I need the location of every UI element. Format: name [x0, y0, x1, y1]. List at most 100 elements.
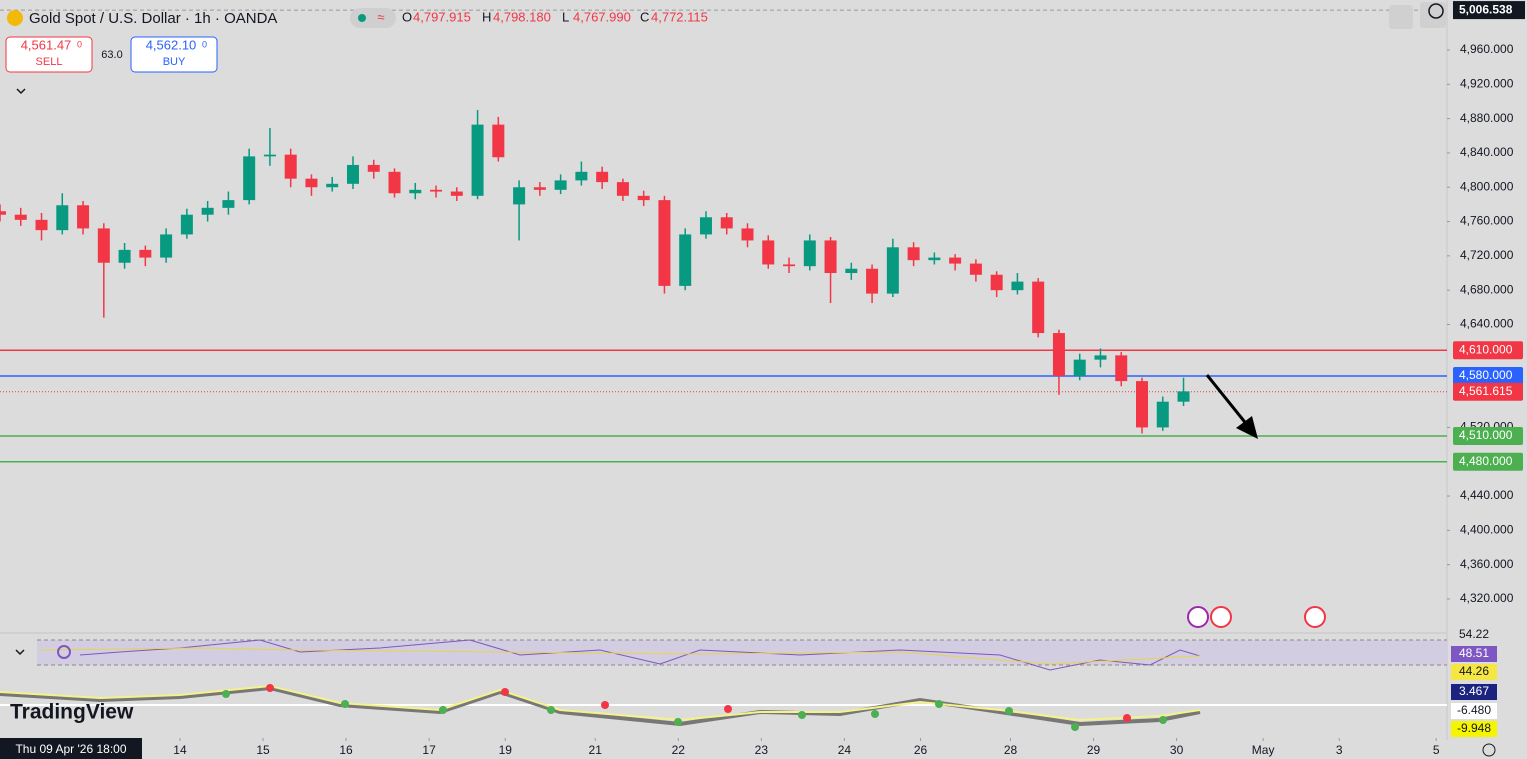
- level-label: 4,510.000: [1459, 428, 1513, 442]
- settings-icon[interactable]: [1482, 743, 1496, 757]
- ohlc-key: O: [402, 9, 412, 24]
- x-tick-label: 22: [672, 743, 686, 757]
- cursor-label-box: [0, 738, 142, 759]
- x-tick-label: 21: [589, 743, 603, 757]
- macd-dots: [222, 684, 1167, 731]
- candle-body: [243, 156, 256, 201]
- candle-body: [1011, 281, 1024, 291]
- ohlc-key: H: [482, 9, 491, 24]
- x-tick-label: 3: [1336, 743, 1343, 757]
- status-icon: ≈: [377, 9, 384, 24]
- arrow-head[interactable]: [1236, 416, 1258, 439]
- y-tick-label: 4,680.000: [1460, 282, 1514, 296]
- candle-body: [1136, 381, 1149, 428]
- candle-body: [305, 178, 318, 188]
- candle-body: [928, 257, 941, 261]
- candle-body: [824, 240, 837, 274]
- sell-price: 4,561.47: [21, 37, 72, 52]
- candle-body: [616, 182, 629, 196]
- x-tick-label: 24: [838, 743, 852, 757]
- rsi-label-box: [1451, 664, 1497, 680]
- candle-body: [471, 124, 484, 196]
- buy-label: BUY: [163, 56, 186, 68]
- candle-body: [1115, 355, 1128, 382]
- candle-body: [1094, 355, 1107, 360]
- event-icon[interactable]: [1187, 606, 1209, 628]
- candle-body: [367, 164, 380, 172]
- candle-body: [388, 171, 401, 194]
- rsi-label-box: [1451, 646, 1497, 662]
- y-tick-label: 4,440.000: [1460, 488, 1514, 502]
- candle-body: [949, 257, 962, 264]
- candle-body: [1073, 359, 1086, 376]
- candle-body: [845, 268, 858, 274]
- candle-body: [783, 264, 796, 267]
- candle-body: [118, 249, 131, 263]
- level-box: [1453, 341, 1523, 360]
- macd-label-box: [1451, 703, 1497, 719]
- buy-price: 4,562.10: [146, 37, 197, 52]
- add-icon: [1428, 3, 1444, 19]
- candle-body: [139, 249, 152, 258]
- top-price-label: 5,006.538: [1459, 2, 1513, 16]
- candle-body: [886, 247, 899, 294]
- last-price-box: [1453, 382, 1523, 401]
- candle-body: [513, 187, 526, 205]
- y-tick-label: 4,640.000: [1460, 317, 1514, 331]
- candle-body: [679, 234, 692, 286]
- macd-label: -9.948: [1457, 721, 1491, 735]
- candle-body: [533, 187, 546, 190]
- time-axis: [0, 740, 1527, 759]
- y-tick-label: 4,760.000: [1460, 214, 1514, 228]
- rsi-label: 48.51: [1459, 646, 1489, 660]
- arrow-shaft[interactable]: [1205, 374, 1250, 427]
- x-tick-label: 23: [755, 743, 769, 757]
- top-price-box: [1453, 1, 1525, 20]
- candle-body: [1156, 401, 1169, 428]
- level-box: [1453, 427, 1523, 446]
- x-tick-label: 26: [914, 743, 928, 757]
- candle-body: [907, 247, 920, 261]
- y-tick-label: 4,720.000: [1460, 248, 1514, 262]
- x-tick-label: 17: [422, 743, 436, 757]
- expand-icon[interactable]: [16, 88, 26, 95]
- candle-body: [699, 217, 712, 235]
- level-label: 4,480.000: [1459, 454, 1513, 468]
- candle-body: [430, 189, 443, 192]
- buy-button[interactable]: [130, 36, 218, 73]
- symbol-title[interactable]: Gold Spot / U.S. Dollar · 1h · OANDA: [29, 10, 277, 27]
- status-pill[interactable]: [350, 8, 396, 28]
- add-button[interactable]: [1420, 2, 1446, 28]
- price-pane: 4,320.0004,360.0004,400.0004,440.0004,52…: [0, 0, 1527, 740]
- level-label: 4,580.000: [1459, 368, 1513, 382]
- macd-label: -6.480: [1457, 703, 1491, 717]
- scroll-button[interactable]: [1389, 5, 1413, 29]
- y-tick-label: 4,840.000: [1460, 145, 1514, 159]
- ohlc-legend: O 4,797.915 H 4,798.180 L 4,767.990 C 4,772.115: [402, 9, 708, 24]
- macd-label: 3.467: [1459, 684, 1489, 698]
- event-icon[interactable]: [1304, 606, 1326, 628]
- buy-price-sup: 0: [202, 39, 207, 49]
- candle-body: [0, 211, 6, 215]
- candle-body: [1177, 391, 1190, 402]
- candle-body: [201, 207, 214, 215]
- candle-body: [990, 274, 1003, 291]
- collapse-icon[interactable]: [15, 649, 25, 656]
- candle-body: [969, 263, 982, 275]
- event-icon[interactable]: [1210, 606, 1232, 628]
- sell-button[interactable]: [5, 36, 93, 73]
- x-tick-label: 14: [173, 743, 187, 757]
- candle-body: [637, 195, 650, 201]
- market-open-icon: [358, 14, 366, 22]
- candle-body: [803, 240, 816, 267]
- candle-body: [575, 171, 588, 181]
- rsi-label: 54.22: [1459, 627, 1489, 641]
- candle-body: [1032, 281, 1045, 334]
- logo[interactable]: TradingView: [10, 701, 134, 724]
- rsi-icon[interactable]: [57, 645, 71, 659]
- candle-body: [409, 189, 422, 194]
- y-tick-label: 4,800.000: [1460, 179, 1514, 193]
- indicator-scale: 54.22 48.51 44.26 3.467 -6.480 -9.948: [1451, 627, 1497, 737]
- candle-body: [97, 228, 110, 263]
